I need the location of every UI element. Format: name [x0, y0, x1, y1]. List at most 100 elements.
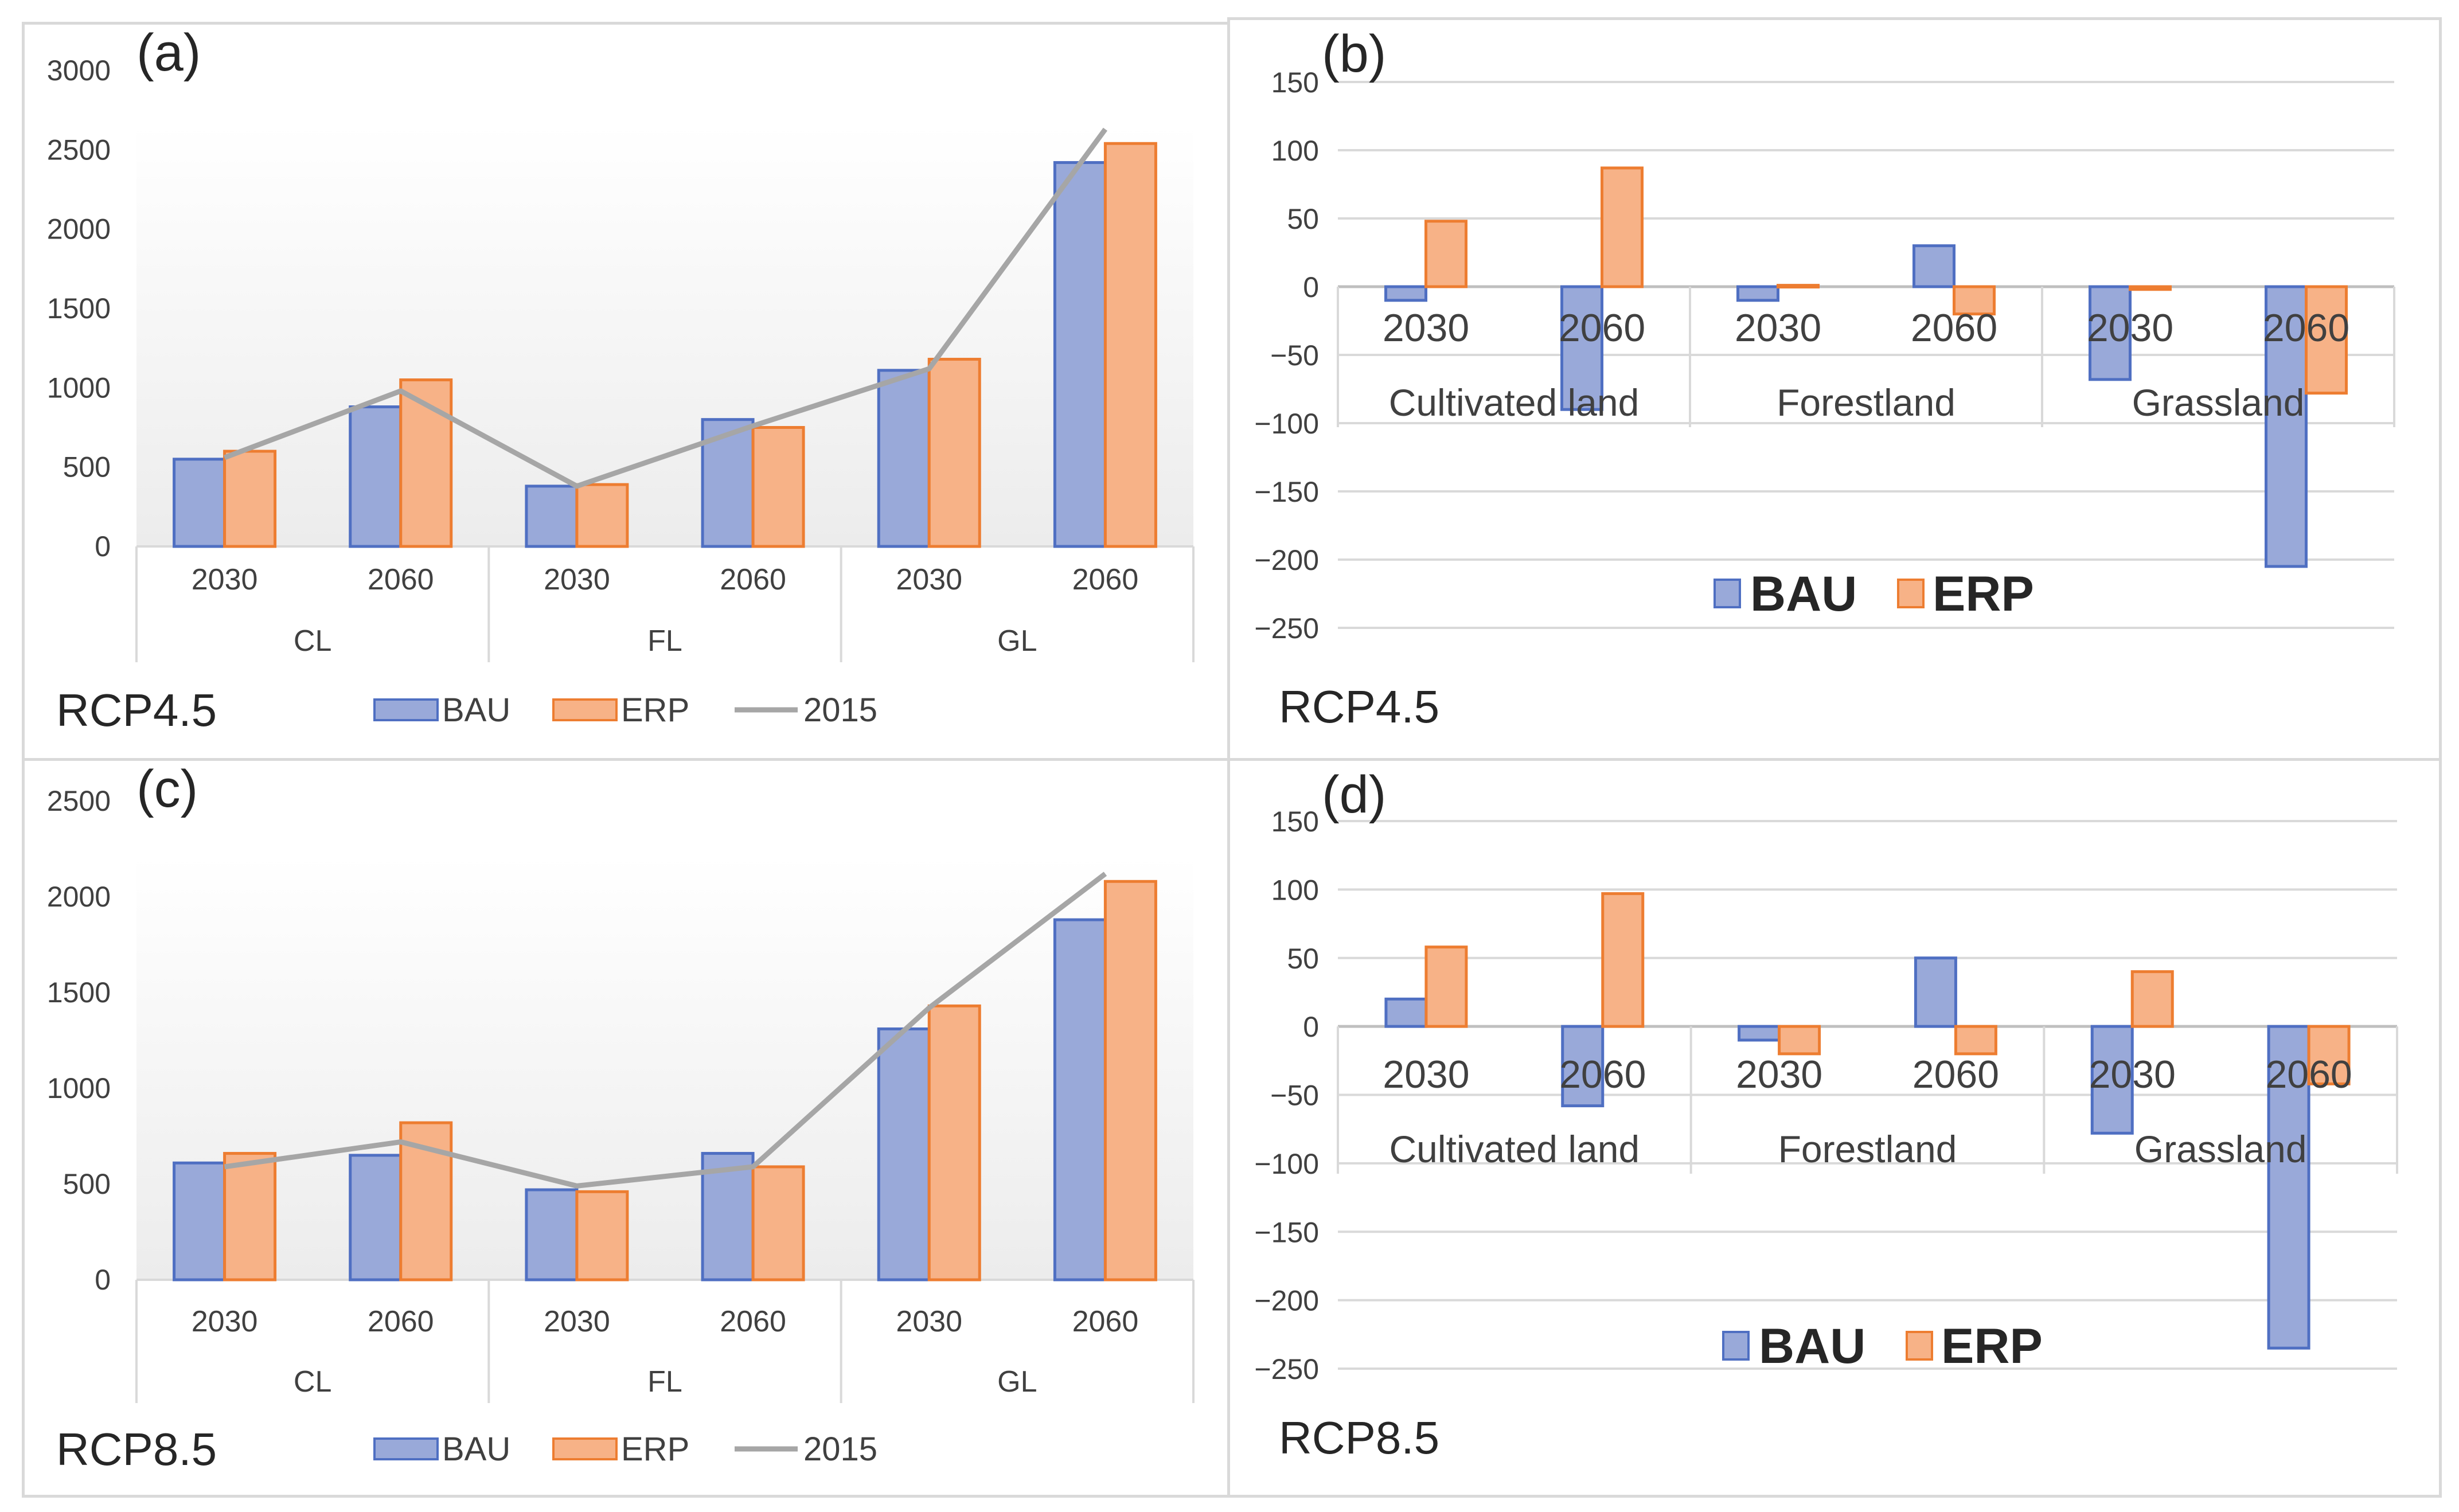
group-label: CL	[294, 1365, 331, 1398]
x-tick-label: 2060	[1559, 306, 1645, 350]
chart-panel-d: 150 100 50 0 −50 −100 −150 −200 −250 2030 2060 2030…	[1227, 758, 2442, 1498]
legend-label-bau: BAU	[1759, 1319, 1865, 1374]
bar-bau	[1736, 285, 1779, 302]
x-tick-label: 2060	[368, 1305, 434, 1338]
bar-bau	[1053, 918, 1107, 1282]
legend-label-2015: 2015	[803, 691, 877, 729]
chart-b-svg: 150 100 50 0 −50 −100 −150 −200 −250 2030 2060 2030…	[1254, 25, 2395, 732]
legend-label-bau: BAU	[1750, 566, 1857, 622]
bar-erp	[751, 426, 805, 548]
x-tick-label: 2060	[1911, 306, 1997, 350]
bar-erp	[1103, 142, 1157, 548]
bar-erp	[399, 378, 453, 548]
x-tick-label: 2060	[368, 563, 434, 596]
bar-erp	[1424, 946, 1468, 1028]
y-tick-label: 500	[63, 451, 111, 483]
bar-bau	[525, 485, 579, 548]
y-tick-label: 2500	[47, 785, 111, 817]
y-tick-label: 500	[63, 1168, 111, 1200]
y-tick-label: 1500	[47, 976, 111, 1009]
bar-erp	[223, 450, 277, 548]
y-tick-label: −50	[1270, 1080, 1319, 1112]
series-line-2015	[223, 127, 1108, 489]
x-tick-label: 2060	[1072, 563, 1139, 596]
bar-bau	[877, 369, 931, 548]
bar-bau	[2089, 285, 2132, 381]
y-tick-label: 3000	[47, 54, 111, 87]
y-tick-label: 50	[1287, 943, 1319, 975]
panel-label: (c)	[136, 761, 198, 818]
bar-erp	[1953, 285, 1996, 316]
bar-erp	[223, 1152, 277, 1282]
panel-label: (a)	[136, 25, 201, 82]
y-tick-label: 100	[1271, 135, 1319, 167]
bar-erp	[1778, 1025, 1821, 1056]
group-label: Forestland	[1778, 1128, 1957, 1170]
scenario-label: RCP8.5	[1279, 1412, 1439, 1463]
panel-label: (b)	[1322, 25, 1386, 83]
legend-label-bau: BAU	[442, 1431, 510, 1468]
y-tick-label: 0	[95, 1264, 111, 1296]
y-tick-label: 0	[1303, 271, 1319, 303]
y-tick-label: 0	[95, 530, 111, 562]
x-tick-label: 2030	[2087, 306, 2173, 350]
plot-background	[136, 125, 1193, 546]
series-line-2015	[224, 872, 1107, 1189]
bar-erp	[927, 1004, 981, 1282]
y-tick-label: 1000	[47, 1072, 111, 1104]
bar-bau	[525, 1188, 579, 1282]
plot-background	[136, 855, 1193, 1280]
chart-panel-b: 150 100 50 0 −50 −100 −150 −200 −250 2030 2060 2030…	[1227, 17, 2442, 763]
group-label: Forestland	[1777, 381, 1956, 424]
y-tick-label: 2000	[47, 213, 111, 245]
x-tick-label: 2030	[2089, 1053, 2176, 1096]
chart-d-svg: 150 100 50 0 −50 −100 −150 −200 −250 2030 2060 2030…	[1254, 765, 2398, 1463]
y-tick-label: 150	[1271, 806, 1319, 838]
bar-erp	[575, 483, 629, 548]
bar-bau	[2265, 285, 2308, 568]
y-tick-label: −100	[1254, 408, 1319, 440]
group-label: Grassland	[2134, 1128, 2307, 1170]
y-tick-label: −200	[1254, 1285, 1319, 1317]
bar-bau	[1384, 997, 1428, 1028]
group-label: CL	[294, 624, 331, 658]
bar-erp	[2307, 1025, 2351, 1085]
chart-a-svg: 0 500 1000 1500 2000 2500 3000 (a) 2030 2060 2030 2…	[47, 25, 1195, 736]
group-label: FL	[647, 624, 682, 658]
legend-label-erp: ERP	[1933, 566, 2034, 622]
bar-bau	[173, 1161, 227, 1282]
x-tick-label: 2030	[896, 1305, 962, 1338]
x-tick-label: 2060	[2263, 306, 2349, 350]
y-tick-label: 50	[1287, 203, 1319, 235]
y-tick-label: 150	[1271, 67, 1319, 99]
group-label: Cultivated land	[1389, 1128, 1640, 1170]
x-tick-label: 2030	[896, 563, 962, 596]
chart-panel-c: 0 500 1000 1500 2000 2500 (c) 2030 2060 2030 2060 2…	[22, 758, 1232, 1498]
bar-bau	[1738, 1025, 1781, 1042]
x-tick-label: 2060	[1559, 1053, 1646, 1096]
bar-bau	[2090, 1025, 2134, 1135]
y-tick-label: 100	[1271, 874, 1319, 906]
x-tick-label: 2060	[2265, 1053, 2352, 1096]
x-tick-label: 2030	[192, 563, 258, 596]
y-tick-label: −50	[1270, 339, 1319, 372]
y-tick-label: −100	[1254, 1148, 1319, 1180]
x-tick-label: 2030	[192, 1305, 258, 1338]
legend-swatch-erp	[1897, 579, 1925, 608]
x-tick-label: 2060	[720, 563, 786, 596]
x-tick-label: 2060	[1072, 1305, 1139, 1338]
group-label: Cultivated land	[1389, 381, 1640, 424]
bar-bau	[349, 405, 403, 548]
legend-label-erp: ERP	[621, 691, 689, 729]
scenario-label: RCP4.5	[56, 685, 217, 736]
bar-erp	[575, 1190, 629, 1282]
bar-erp	[2129, 285, 2172, 291]
legend-swatch-bau	[373, 1437, 439, 1460]
bar-erp	[927, 358, 981, 548]
bar-erp	[1424, 220, 1467, 288]
y-tick-label: −250	[1254, 1353, 1319, 1385]
group-label: GL	[997, 624, 1037, 658]
y-tick-label: −250	[1254, 612, 1319, 644]
bar-erp	[751, 1165, 805, 1282]
x-tick-label: 2030	[544, 1305, 610, 1338]
